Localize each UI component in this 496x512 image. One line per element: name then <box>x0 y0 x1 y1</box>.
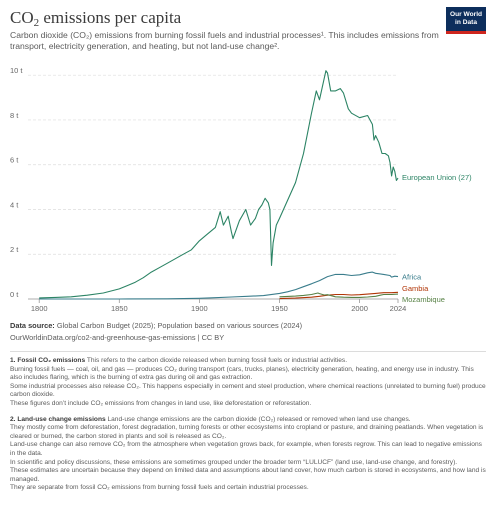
footnote-2: 2. Land-use change emissions Land-use ch… <box>10 416 486 493</box>
divider <box>10 351 486 352</box>
footnotes: 1. Fossil CO₂ emissions This refers to t… <box>10 357 486 500</box>
footnote-2-paragraph: They mostly come from deforestation, for… <box>10 424 484 440</box>
x-tick-label: 1850 <box>111 304 128 313</box>
footnote-1-paragraph: Some industrial processes also release C… <box>10 382 486 399</box>
footnote-2-paragraph: These estimates are uncertain because th… <box>10 467 486 483</box>
footnote-2-text: Land-use change emissions are the carbon… <box>105 415 411 423</box>
footnote-1-paragraph: These figures don’t include CO₂ emission… <box>10 399 312 407</box>
source-label: Data source: <box>10 321 55 330</box>
series-label: Mozambique <box>402 295 445 304</box>
series-line <box>39 271 399 300</box>
source-url[interactable]: OurWorldinData.org/co2-and-greenhouse-ga… <box>10 333 225 342</box>
footnote-1: 1. Fossil CO₂ emissions This refers to t… <box>10 357 486 409</box>
x-tick-label: 1950 <box>271 304 288 313</box>
owid-logo[interactable]: Our World in Data <box>446 7 486 34</box>
series-label: European Union (27) <box>402 173 472 182</box>
footnote-2-paragraph: They are separate from fossil CO₂ emissi… <box>10 484 309 492</box>
logo-line-1: Our World <box>449 11 483 18</box>
series-line <box>39 70 399 299</box>
line-chart: 0 t 2 t 4 t 6 t 8 t 10 t 1800 1850 1900 1950 2000 2… <box>10 66 472 313</box>
x-tick-label: 1800 <box>31 304 48 313</box>
y-tick-label: 2 t <box>10 245 19 254</box>
title-prefix: CO <box>10 8 34 27</box>
title-subscript: 2 <box>33 17 40 29</box>
chart-subtitle: Carbon dioxide (CO₂) emissions from burn… <box>10 30 439 51</box>
y-tick-label: 10 t <box>10 66 23 75</box>
series-line <box>279 291 399 300</box>
series-line <box>279 292 399 298</box>
x-tick-label: 2024 <box>390 304 407 313</box>
source-block: Data source: Global Carbon Budget (2025)… <box>10 320 302 344</box>
y-tick-label: 8 t <box>10 111 19 120</box>
logo-line-2: in Data <box>455 19 477 26</box>
source-text: Global Carbon Budget (2025); Population … <box>54 321 303 330</box>
y-tick-label: 6 t <box>10 156 19 165</box>
y-tick-label: 0 t <box>10 290 19 299</box>
footnote-1-paragraph: Burning fossil fuels — coal, oil, and ga… <box>10 365 474 382</box>
x-tick-label: 2000 <box>351 304 368 313</box>
chart-title: CO2 emissions per capita <box>10 8 181 29</box>
footnote-1-title: 1. Fossil CO₂ emissions <box>10 357 86 364</box>
x-tick-label: 1900 <box>191 304 208 313</box>
footnote-2-paragraph: In scientific and policy discussions, th… <box>10 458 458 466</box>
title-suffix: emissions per capita <box>39 8 182 27</box>
footnote-1-text: This refers to the carbon dioxide releas… <box>85 357 348 364</box>
footnote-2-paragraph: Land-use change can also remove CO₂ from… <box>10 441 482 457</box>
series-label: Africa <box>402 273 422 282</box>
footnote-2-title: 2. Land-use change emissions <box>10 415 106 423</box>
series-label: Gambia <box>402 284 429 293</box>
y-tick-label: 4 t <box>10 200 19 209</box>
